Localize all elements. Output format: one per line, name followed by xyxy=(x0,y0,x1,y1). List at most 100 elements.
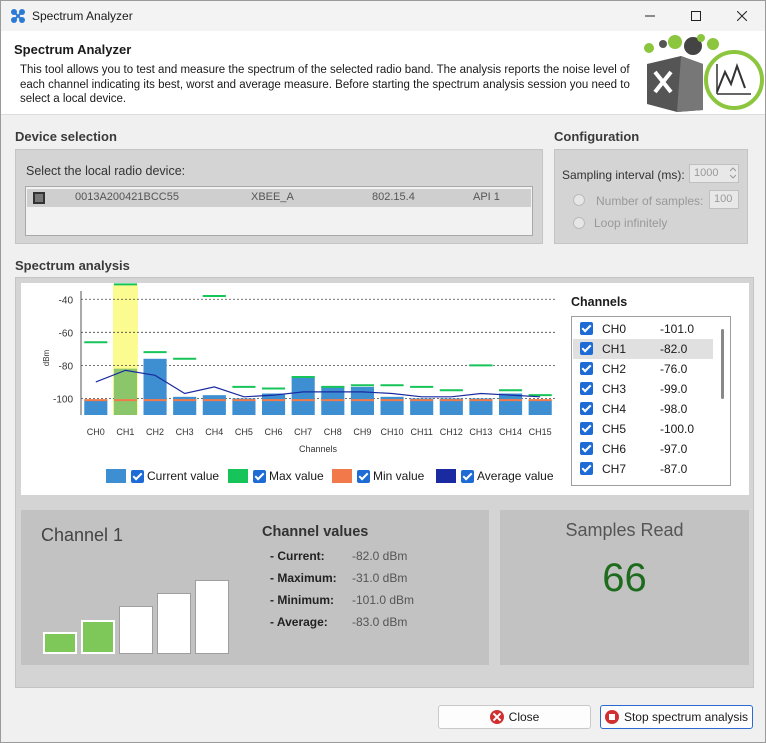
device-name: XBEE_A xyxy=(251,191,294,203)
spectrum-logo-icon xyxy=(644,34,764,112)
number-of-samples-radio[interactable] xyxy=(573,194,585,206)
y-tick-label: -60 xyxy=(59,328,74,339)
current-value-bar xyxy=(202,395,226,415)
channel-values-title: Channel values xyxy=(262,524,369,540)
x-tick-label: CH4 xyxy=(205,427,223,437)
close-button[interactable]: Close xyxy=(438,705,591,729)
x-tick-label: CH12 xyxy=(440,427,463,437)
channel-value: -101.0 xyxy=(660,322,695,336)
channel-name: CH2 xyxy=(602,362,627,376)
legend-label-max: Max value xyxy=(269,469,324,483)
close-icon xyxy=(737,11,747,21)
loop-infinitely-label: Loop infinitely xyxy=(594,216,668,230)
stop-button-label: Stop spectrum analysis xyxy=(623,710,749,724)
channel-value: -97.0 xyxy=(660,442,688,456)
channel-item-selected[interactable]: CH1 -82.0 xyxy=(573,339,713,359)
channel-name: CH6 xyxy=(602,442,627,456)
legend-checkbox-avg[interactable] xyxy=(461,469,474,483)
current-value-bar xyxy=(143,358,167,415)
maximum-value: -31.0 dBm xyxy=(352,571,408,585)
title-bar: Spectrum Analyzer xyxy=(1,1,765,31)
x-tick-label: CH11 xyxy=(411,427,433,437)
x-tick-label: CH1 xyxy=(116,427,134,437)
x-axis-label: Channels xyxy=(299,444,338,454)
header-description: This tool allows you to test and measure… xyxy=(20,64,630,105)
current-value-bar xyxy=(499,393,523,415)
channels-list[interactable]: CH0 -101.0 CH1 -82.0 CH2 -76.0 CH3 -99.0 CH4… xyxy=(571,316,731,486)
legend-checkbox-current[interactable] xyxy=(131,469,144,483)
current-value-bar xyxy=(380,396,404,415)
minimize-button[interactable] xyxy=(627,1,673,31)
stop-analysis-button[interactable]: Stop spectrum analysis xyxy=(600,705,753,729)
legend-checkbox-min[interactable] xyxy=(357,469,370,483)
current-value: -82.0 dBm xyxy=(352,549,408,563)
close-window-button[interactable] xyxy=(719,1,765,31)
channel-name: CH7 xyxy=(602,462,627,476)
legend-label-current: Current value xyxy=(147,469,220,483)
channel-value: -82.0 xyxy=(660,342,688,356)
signal-bar-4 xyxy=(157,593,191,654)
current-value-bar xyxy=(528,400,552,415)
legend-min[interactable]: Min value xyxy=(332,469,424,483)
minimum-label: - Minimum: xyxy=(270,593,334,607)
channel-item[interactable]: CH5 -100.0 xyxy=(573,419,713,439)
channel-detail-panel: Channel 1 Channel values - Current: -82.… xyxy=(21,510,489,665)
channel-checkbox[interactable] xyxy=(580,462,593,475)
x-tick-label: CH14 xyxy=(499,427,522,437)
samples-title: Samples Read xyxy=(565,520,684,540)
channel-item[interactable]: CH0 -101.0 xyxy=(573,319,713,339)
sampling-interval-value: 1000 xyxy=(694,167,719,179)
channel-item[interactable]: CH3 -99.0 xyxy=(573,379,713,399)
legend-max[interactable]: Max value xyxy=(228,469,324,483)
channel-item[interactable]: CH4 -98.0 xyxy=(573,399,713,419)
x-tick-label: CH7 xyxy=(294,427,312,437)
channel-name: CH1 xyxy=(602,342,627,356)
channel-checkbox[interactable] xyxy=(580,322,593,335)
samples-count: 66 xyxy=(602,556,647,600)
legend-checkbox-max[interactable] xyxy=(253,469,266,483)
channel-name: CH3 xyxy=(602,382,627,396)
channel-value: -76.0 xyxy=(660,362,688,376)
minimize-icon xyxy=(645,15,655,17)
maximize-button[interactable] xyxy=(673,1,719,31)
app-icon xyxy=(11,9,25,23)
device-row[interactable]: 0013A200421BCC55 XBEE_A 802.15.4 API 1 xyxy=(27,189,531,207)
current-value-bar xyxy=(469,398,493,415)
device-list[interactable]: 0013A200421BCC55 XBEE_A 802.15.4 API 1 xyxy=(25,186,533,236)
legend-swatch-avg xyxy=(436,469,456,483)
channel-item[interactable]: CH7 -87.0 xyxy=(573,459,713,479)
x-tick-label: CH3 xyxy=(176,427,194,437)
signal-bar-3 xyxy=(119,606,153,654)
legend-swatch-min xyxy=(332,469,352,483)
channel-checkbox[interactable] xyxy=(580,402,593,415)
channel-item[interactable]: CH2 -76.0 xyxy=(573,359,713,379)
channel-checkbox[interactable] xyxy=(580,422,593,435)
spectrum-chart[interactable]: -40 -60 -80 -100 dBm CH0 CH1 CH2 CH3 CH4 CH5 CH6 CH7… xyxy=(21,283,561,463)
channels-scrollbar[interactable] xyxy=(721,329,724,399)
channel-checkbox[interactable] xyxy=(580,382,593,395)
legend-current[interactable]: Current value xyxy=(106,469,219,483)
channel-checkbox[interactable] xyxy=(580,362,593,375)
legend-avg[interactable]: Average value xyxy=(436,469,554,483)
y-tick-label: -40 xyxy=(59,295,74,306)
spectrum-analysis-label: Spectrum analysis xyxy=(15,258,130,273)
number-of-samples-label: Number of samples: xyxy=(596,194,704,208)
channel-checkbox[interactable] xyxy=(580,442,593,455)
signal-bar-5 xyxy=(195,580,229,654)
channel-value: -87.0 xyxy=(660,462,688,476)
channel-item[interactable]: CH6 -97.0 xyxy=(573,439,713,459)
current-value-bar xyxy=(262,393,286,415)
sampling-interval-input[interactable]: 1000 xyxy=(689,164,739,183)
current-value-bar xyxy=(439,398,463,415)
number-of-samples-input[interactable]: 100 xyxy=(709,190,739,209)
average-value: -83.0 dBm xyxy=(352,615,408,629)
channel-checkbox[interactable] xyxy=(580,342,593,355)
device-selection-label: Device selection xyxy=(15,129,117,144)
loop-infinitely-radio[interactable] xyxy=(573,217,585,229)
x-tick-label: CH9 xyxy=(353,427,371,437)
close-circle-icon xyxy=(489,710,504,724)
current-label: - Current: xyxy=(270,549,325,563)
x-tick-label: CH0 xyxy=(87,427,105,437)
current-value-bar xyxy=(113,368,137,415)
spectrum-analysis-panel: -40 -60 -80 -100 dBm CH0 CH1 CH2 CH3 CH4 CH5 CH6 CH7… xyxy=(15,277,754,688)
